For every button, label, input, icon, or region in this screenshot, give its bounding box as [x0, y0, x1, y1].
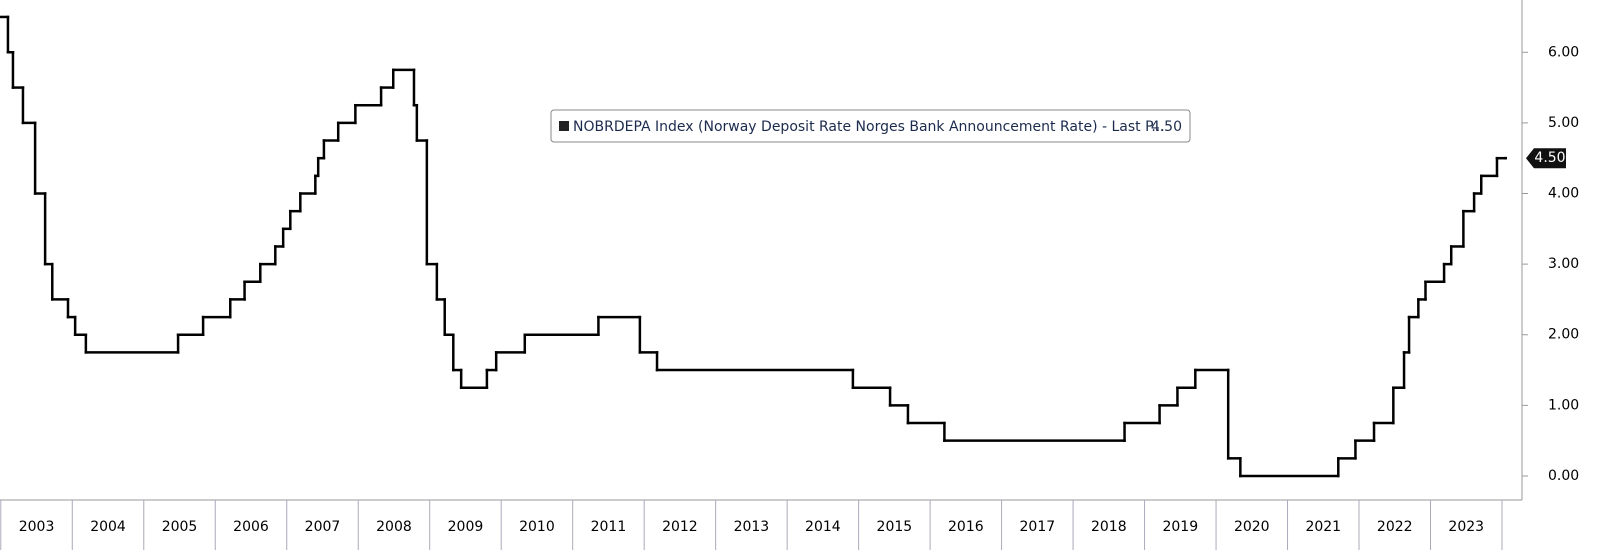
y-tick-label: 0.00 [1548, 468, 1579, 484]
x-tick-label: 2021 [1305, 519, 1341, 535]
x-tick-label: 2008 [376, 519, 412, 535]
x-tick-label: 2016 [948, 519, 984, 535]
y-tick-label: 5.00 [1548, 115, 1579, 131]
legend-swatch [559, 121, 569, 131]
x-tick-label: 2009 [448, 519, 484, 535]
legend: NOBRDEPA Index (Norway Deposit Rate Norg… [550, 109, 1191, 143]
x-tick-label: 2015 [877, 519, 913, 535]
series-line [0, 15, 1507, 478]
legend-box [550, 109, 1191, 143]
last-value-label: 4.50 [1534, 150, 1565, 166]
x-tick-label: 2022 [1377, 519, 1413, 535]
x-tick-label: 2007 [305, 519, 341, 535]
x-tick-label: 2006 [233, 519, 269, 535]
x-tick-label: 2020 [1234, 519, 1270, 535]
x-tick-label: 2010 [519, 519, 555, 535]
x-tick-label: 2004 [90, 519, 126, 535]
x-tick-label: 2019 [1162, 519, 1198, 535]
y-tick-label: 2.00 [1548, 327, 1579, 343]
y-tick-label: 1.00 [1548, 397, 1579, 413]
x-tick-label: 2018 [1091, 519, 1127, 535]
legend-value: 4.50 [1151, 119, 1182, 135]
x-tick-label: 2017 [1020, 519, 1056, 535]
y-tick-label: 4.00 [1548, 186, 1579, 202]
x-tick-label: 2012 [662, 519, 698, 535]
y-tick-label: 6.00 [1548, 44, 1579, 60]
x-tick-label: 2013 [734, 519, 770, 535]
x-tick-label: 2005 [162, 519, 198, 535]
legend-label: NOBRDEPA Index (Norway Deposit Rate Norg… [573, 119, 1165, 135]
x-tick-label: 2011 [591, 519, 627, 535]
x-tick-label: 2003 [19, 519, 55, 535]
last-value-tag [1526, 148, 1566, 169]
x-tick-label: 2014 [805, 519, 841, 535]
x-tick-label: 2023 [1448, 519, 1484, 535]
y-tick-label: 3.00 [1548, 256, 1579, 272]
